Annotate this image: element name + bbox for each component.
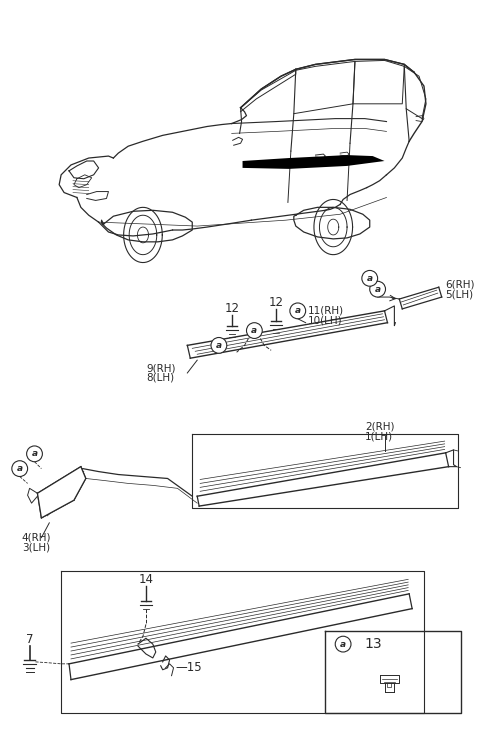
Circle shape [370, 282, 385, 297]
Text: 3(LH): 3(LH) [22, 542, 50, 553]
Circle shape [362, 270, 378, 286]
Polygon shape [242, 155, 384, 169]
Text: 7: 7 [26, 633, 33, 646]
Text: 8(LH): 8(LH) [146, 373, 174, 383]
Text: 11(RH): 11(RH) [308, 306, 344, 316]
Circle shape [211, 337, 227, 353]
Text: 1(LH): 1(LH) [365, 431, 393, 441]
Text: 13: 13 [365, 637, 383, 651]
Text: 4(RH): 4(RH) [22, 533, 51, 542]
Text: 6(RH): 6(RH) [445, 279, 475, 289]
Polygon shape [37, 467, 86, 518]
Text: a: a [295, 306, 301, 315]
Circle shape [26, 446, 42, 461]
Text: a: a [216, 341, 222, 350]
Text: a: a [17, 464, 23, 473]
Text: 9(RH): 9(RH) [146, 363, 175, 373]
Circle shape [335, 636, 351, 652]
Text: a: a [340, 640, 346, 649]
Text: 12: 12 [269, 296, 284, 310]
Text: a: a [367, 274, 373, 283]
Text: 2(RH): 2(RH) [365, 421, 394, 431]
Circle shape [12, 461, 28, 476]
Text: a: a [32, 450, 37, 458]
Text: a: a [374, 285, 381, 293]
Text: a: a [252, 326, 257, 335]
Circle shape [290, 303, 306, 319]
Text: —15: —15 [176, 661, 202, 675]
Text: 12: 12 [224, 302, 239, 315]
Text: 10(LH): 10(LH) [308, 316, 342, 325]
Circle shape [247, 322, 262, 339]
Text: 14: 14 [138, 573, 154, 585]
Text: 5(LH): 5(LH) [445, 289, 474, 299]
